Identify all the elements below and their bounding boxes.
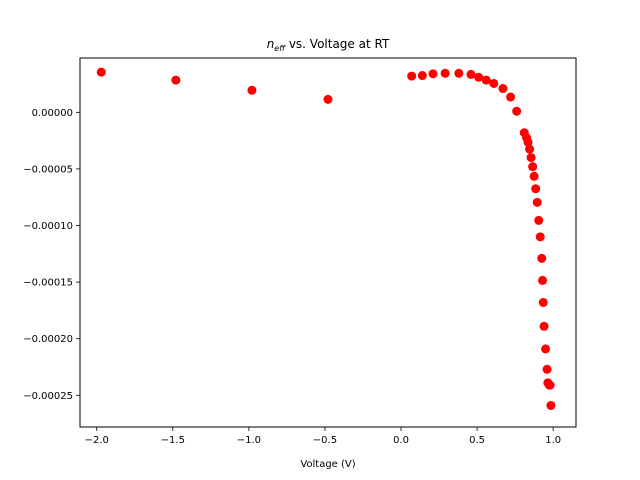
- x-tick-label: 0.5: [469, 435, 485, 446]
- data-point: [96, 67, 106, 77]
- y-tick-label: −0.00005: [23, 164, 73, 175]
- data-point: [538, 275, 548, 285]
- data-point: [498, 84, 508, 94]
- data-point: [428, 69, 438, 79]
- data-point: [529, 171, 539, 181]
- chart-title: neff vs. Voltage at RT: [267, 37, 390, 53]
- data-point: [407, 71, 417, 81]
- data-point: [535, 232, 545, 242]
- data-point: [171, 75, 181, 85]
- data-point: [489, 78, 499, 88]
- x-tick-label: −0.5: [313, 435, 337, 446]
- x-tick-label: −1.5: [161, 435, 185, 446]
- data-points: [96, 67, 556, 410]
- data-point: [526, 153, 536, 163]
- data-point: [506, 92, 516, 102]
- data-point: [534, 215, 544, 225]
- data-point: [440, 68, 450, 78]
- data-point: [531, 184, 541, 194]
- x-axis-ticks: −2.0 −1.5 −1.0 −0.5 0.0 0.5 1.0: [85, 427, 561, 446]
- data-point: [247, 85, 257, 95]
- y-tick-label: −0.00010: [23, 221, 73, 232]
- title-n: n: [267, 37, 275, 51]
- data-point: [545, 380, 555, 390]
- data-point: [417, 71, 427, 81]
- data-point: [546, 400, 556, 410]
- axes-frame: [79, 57, 577, 428]
- data-point: [542, 364, 552, 374]
- y-axis-ticks: 0.00000 −0.00005 −0.00010 −0.00015 −0.00020 −…: [23, 108, 80, 402]
- x-tick-label: −1.0: [237, 435, 261, 446]
- title-rest: vs. Voltage at RT: [285, 37, 390, 51]
- data-point: [523, 137, 533, 147]
- y-tick-label: 0.00000: [32, 108, 73, 119]
- title-eff-subscript: eff: [274, 44, 286, 53]
- x-tick-label: 1.0: [545, 435, 561, 446]
- data-point: [532, 197, 542, 207]
- data-point: [481, 75, 491, 85]
- data-point: [466, 69, 476, 79]
- data-point: [541, 344, 551, 354]
- data-point: [537, 253, 547, 263]
- data-point: [512, 106, 522, 116]
- data-point: [539, 321, 549, 331]
- data-point: [528, 162, 538, 172]
- data-point: [323, 94, 333, 104]
- y-tick-label: −0.00015: [23, 278, 73, 289]
- x-axis-label: Voltage (V): [300, 459, 355, 470]
- x-tick-label: 0.0: [393, 435, 409, 446]
- y-tick-label: −0.00020: [23, 334, 73, 345]
- x-tick-label: −2.0: [85, 435, 109, 446]
- data-point: [474, 72, 484, 82]
- data-point: [525, 144, 535, 154]
- y-tick-label: −0.00025: [23, 391, 73, 402]
- data-point: [454, 68, 464, 78]
- data-point: [538, 297, 548, 307]
